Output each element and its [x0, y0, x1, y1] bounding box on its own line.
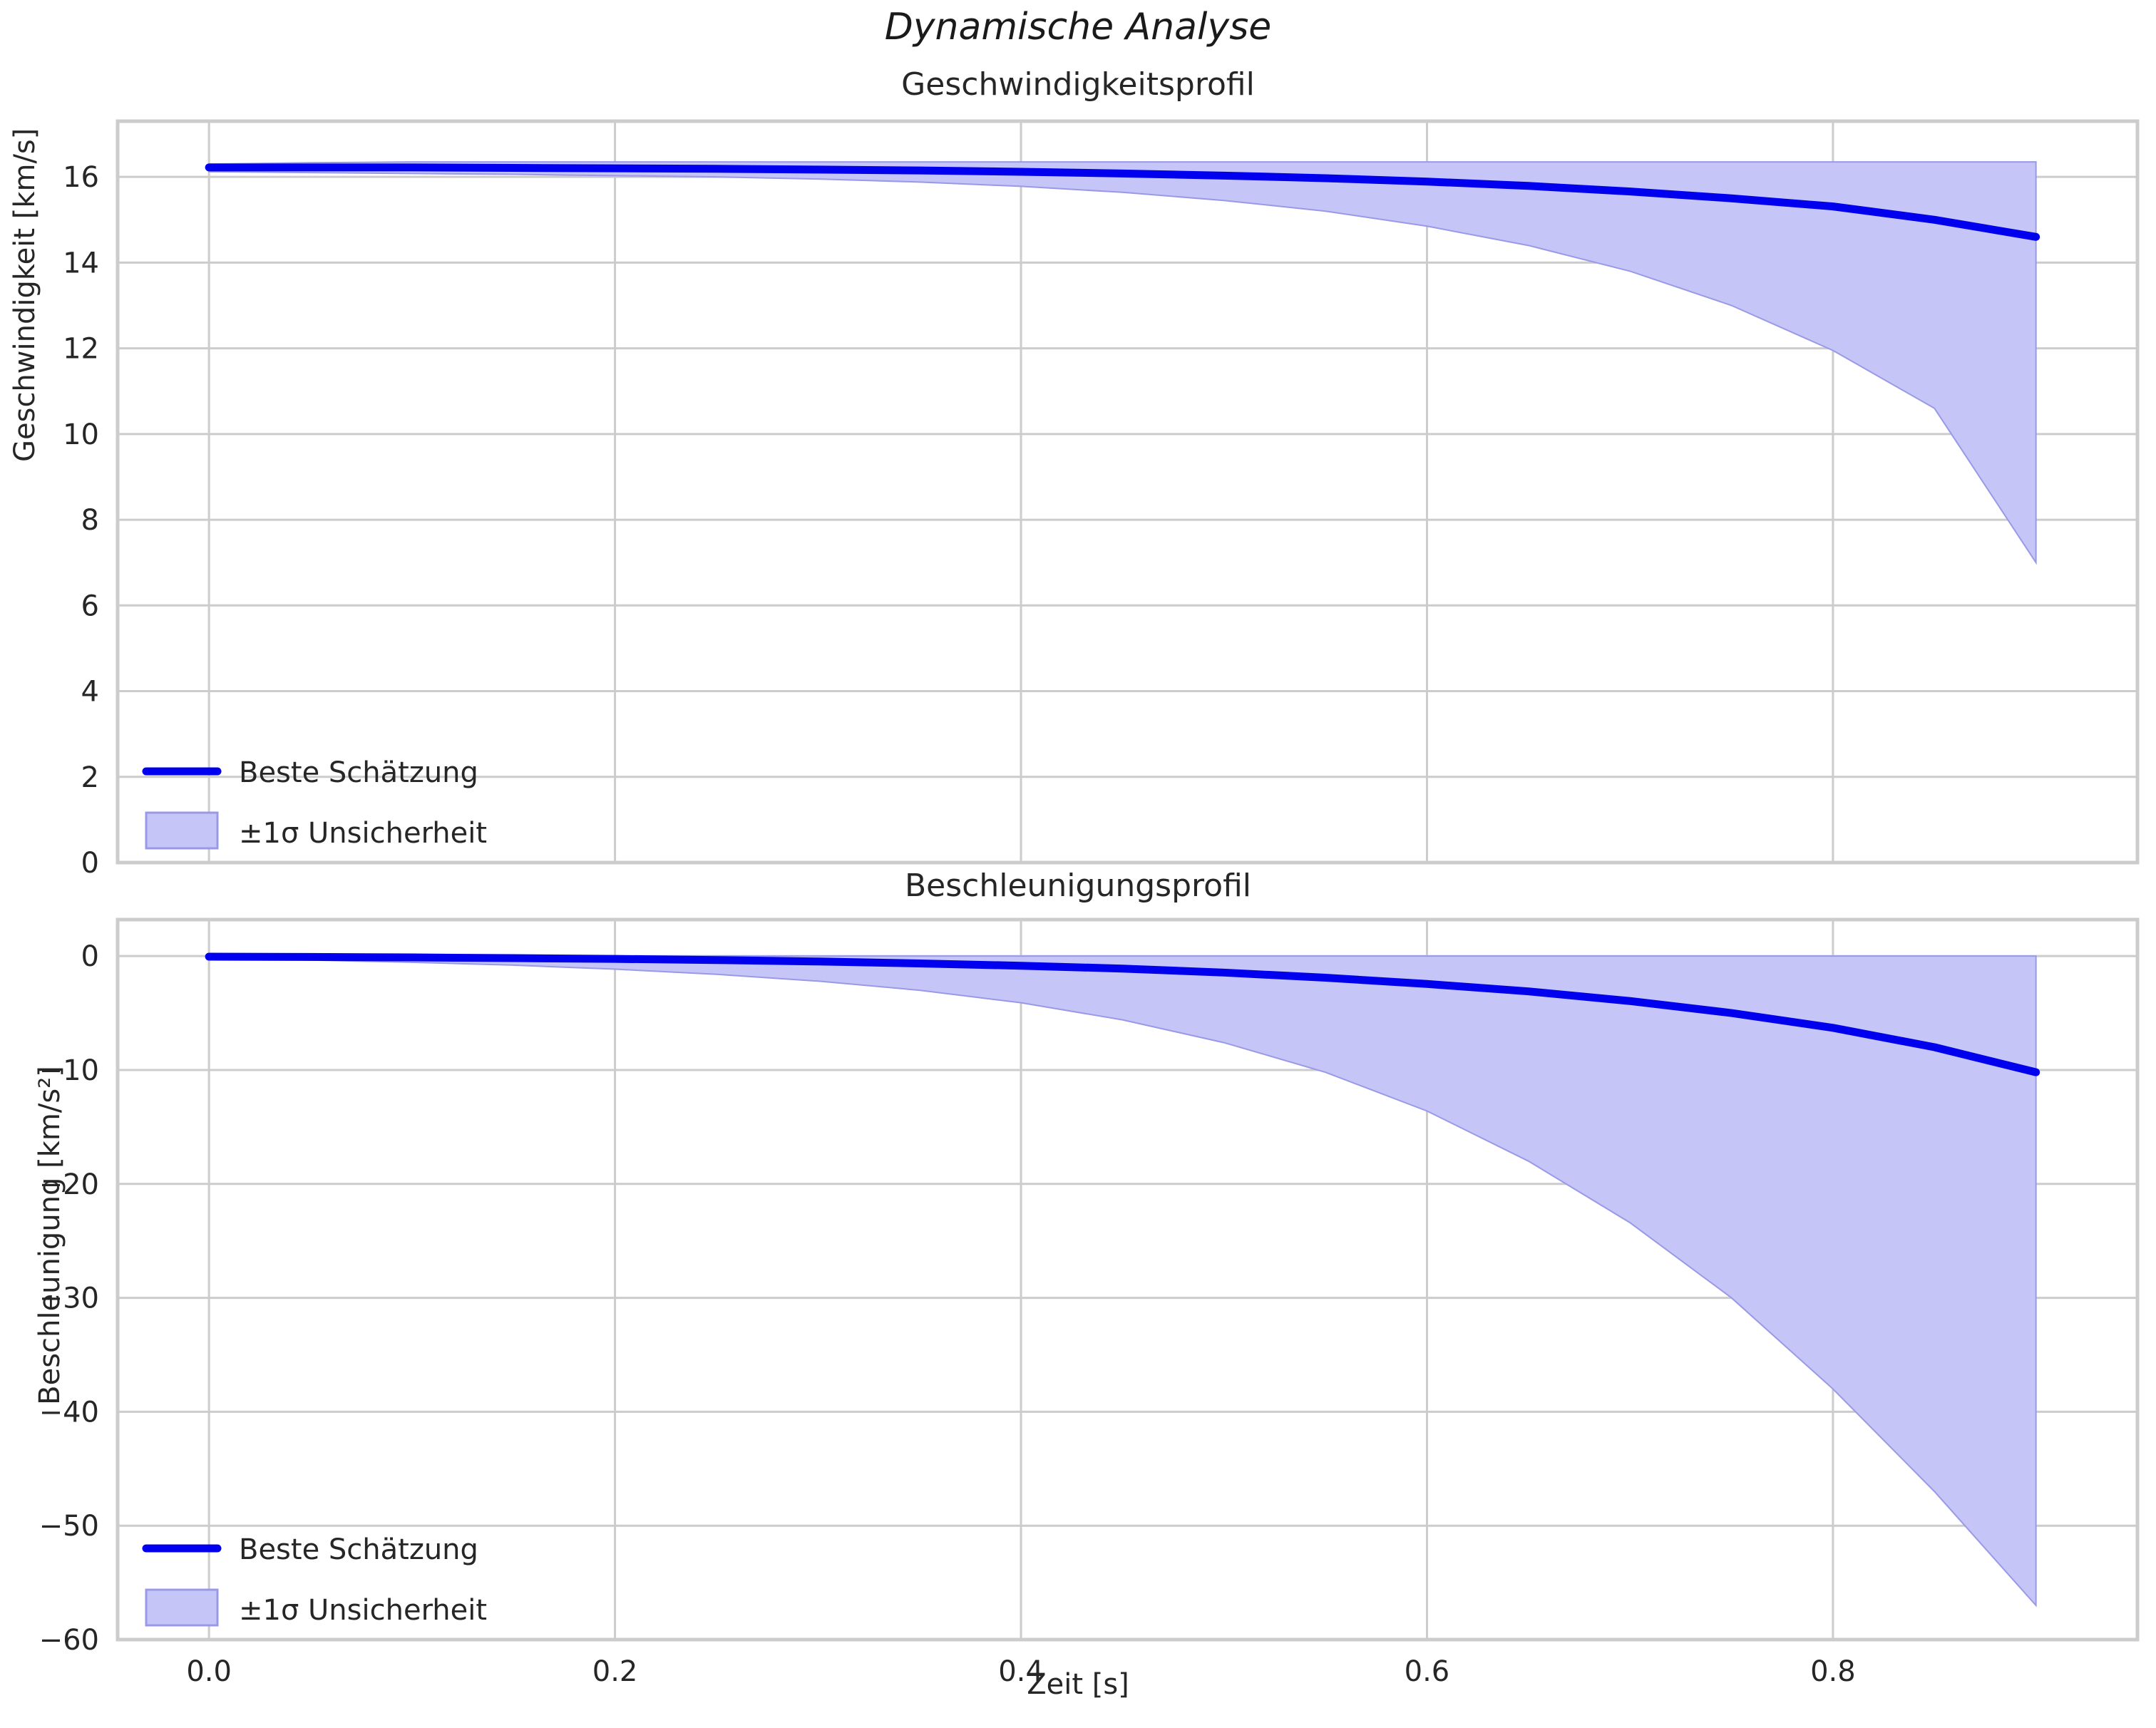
legend-label-band: ±1σ Unsicherheit [239, 1594, 487, 1627]
axis-spines-velocity [115, 119, 2140, 865]
y-tick-label: 0 [81, 847, 99, 880]
y-tick-label: 16 [63, 161, 99, 194]
line-best-estimate-velocity [205, 163, 2040, 241]
x-tick-label: 0.2 [592, 1655, 638, 1688]
x-tick-label: 0.4 [998, 1655, 1044, 1688]
axis-spines-acceleration [115, 917, 2140, 1642]
y-tick-label: 12 [63, 333, 99, 366]
y-tick-label: −10 [39, 1054, 99, 1087]
y-tick-label: −40 [39, 1396, 99, 1429]
y-tick-label: −30 [39, 1282, 99, 1315]
uncertainty-band-velocity [208, 161, 2037, 565]
y-tick-label: 8 [81, 504, 99, 537]
y-tick-label: −50 [39, 1510, 99, 1543]
legend-swatch-band [145, 811, 219, 850]
legend-label-line: Beste Schätzung [239, 1533, 478, 1566]
y-tick-label: 0 [81, 940, 99, 973]
subplot-velocity: 0 2 4 6 8 10 12 14 16 Beste Schätzung ±1σ Unsicher… [63, 119, 2140, 880]
legend-velocity[interactable]: Beste Schätzung ±1σ Unsicherheit [142, 756, 487, 850]
y-tick-label: 6 [81, 590, 99, 622]
legend-label-band: ±1σ Unsicherheit [239, 817, 487, 850]
x-tick-label: 0.0 [186, 1655, 232, 1688]
subplot-title-velocity: Geschwindigkeitsprofil [901, 66, 1255, 103]
y-tick-label: −20 [39, 1168, 99, 1201]
subplot-acceleration: 0 −10 −20 −30 −40 −50 −60 0.0 0.2 0.4 0.6 0.8 Beste … [39, 917, 2140, 1688]
y-tick-label: 10 [63, 418, 99, 451]
line-best-estimate-acceleration [205, 952, 2040, 1076]
y-tick-label: 4 [81, 676, 99, 709]
legend-swatch-band [145, 1588, 219, 1627]
x-axis-label: Zeit [s] [1027, 1668, 1129, 1701]
subplot-title-acceleration: Beschleunigungsprofil [904, 868, 1252, 904]
figure-suptitle: Dynamische Analyse [884, 6, 1272, 48]
y-tick-label: −60 [39, 1624, 99, 1657]
legend-acceleration[interactable]: Beste Schätzung ±1σ Unsicherheit [142, 1533, 487, 1627]
y-tick-label: 14 [63, 247, 99, 279]
x-tick-label: 0.6 [1405, 1655, 1450, 1688]
legend-label-line: Beste Schätzung [239, 756, 478, 789]
x-tick-label: 0.8 [1810, 1655, 1856, 1688]
y-tick-label: 2 [81, 761, 99, 794]
uncertainty-band-acceleration [208, 955, 2037, 1608]
